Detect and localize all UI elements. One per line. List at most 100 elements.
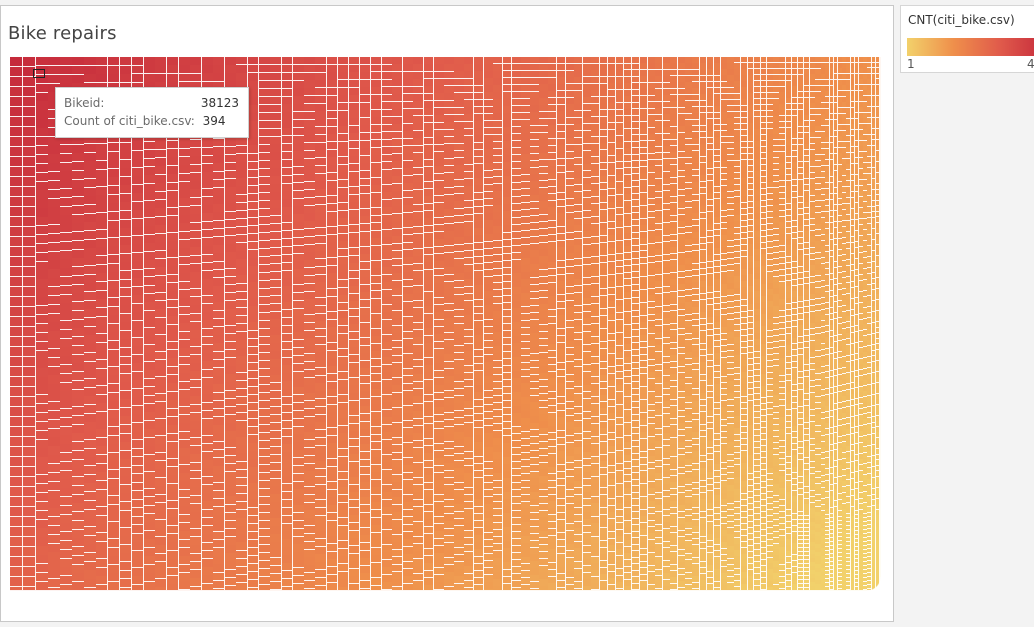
treemap-cell[interactable] [84, 170, 97, 180]
treemap-cell[interactable] [48, 225, 61, 235]
treemap-cell[interactable] [36, 501, 49, 512]
treemap-cell[interactable] [48, 393, 61, 403]
treemap-cell[interactable] [72, 284, 85, 294]
treemap-cell[interactable] [48, 242, 61, 253]
treemap-cell[interactable] [23, 337, 37, 348]
treemap-cell[interactable] [23, 487, 37, 498]
treemap-cell[interactable] [23, 457, 37, 468]
treemap-cell[interactable] [10, 557, 24, 568]
treemap-cell[interactable] [23, 327, 37, 338]
treemap-cell[interactable] [60, 435, 73, 445]
treemap-cell[interactable] [72, 555, 85, 565]
treemap-cell[interactable] [72, 415, 85, 425]
treemap-cell[interactable] [48, 348, 61, 359]
treemap-cell[interactable] [23, 427, 37, 438]
treemap-cell[interactable] [23, 217, 37, 228]
treemap-cell[interactable] [60, 391, 73, 401]
treemap-cell[interactable] [84, 265, 97, 275]
treemap-cell[interactable] [60, 576, 73, 586]
treemap-cell[interactable] [72, 144, 85, 154]
treemap-cell[interactable] [72, 188, 85, 198]
treemap-cell[interactable] [60, 259, 73, 269]
treemap-cell[interactable] [72, 512, 85, 522]
treemap-cell[interactable] [201, 583, 214, 591]
treemap-cell[interactable] [72, 433, 85, 443]
treemap-cell[interactable] [36, 377, 49, 387]
treemap-cell[interactable] [72, 345, 85, 355]
treemap-chart[interactable] [10, 57, 881, 591]
treemap-cell[interactable] [23, 417, 37, 428]
treemap-cell[interactable] [348, 584, 361, 591]
treemap-cell[interactable] [423, 585, 435, 591]
treemap-cell[interactable] [60, 197, 73, 207]
treemap-cell[interactable] [36, 181, 49, 191]
treemap-cell[interactable] [48, 287, 61, 297]
treemap-cell[interactable] [72, 538, 85, 548]
treemap-cell[interactable] [23, 587, 37, 591]
treemap-cell[interactable] [10, 77, 24, 88]
treemap-cell[interactable] [48, 269, 61, 279]
treemap-cell[interactable] [72, 258, 85, 268]
treemap-cell[interactable] [48, 136, 61, 146]
treemap-cell[interactable] [23, 557, 37, 568]
treemap-cell[interactable] [36, 421, 49, 432]
treemap-cell[interactable] [72, 582, 85, 591]
treemap-cell[interactable] [10, 427, 24, 438]
treemap-cell[interactable] [60, 373, 73, 383]
treemap-cell[interactable] [36, 341, 49, 351]
treemap-cell[interactable] [10, 497, 24, 508]
treemap-cell[interactable] [36, 101, 49, 111]
treemap-cell[interactable] [36, 119, 49, 129]
treemap-cell[interactable] [10, 567, 24, 578]
treemap-cell[interactable] [60, 347, 73, 357]
treemap-cell[interactable] [60, 496, 73, 507]
treemap-cell[interactable] [72, 249, 85, 259]
treemap-cell[interactable] [10, 487, 24, 498]
treemap-cell[interactable] [36, 439, 49, 449]
treemap-cell[interactable] [72, 424, 85, 434]
treemap-cell[interactable] [60, 558, 73, 568]
treemap-cell[interactable] [60, 303, 73, 313]
treemap-cell[interactable] [23, 117, 37, 128]
treemap-cell[interactable] [10, 407, 24, 418]
treemap-cell[interactable] [72, 468, 85, 478]
treemap-cell[interactable] [72, 494, 85, 504]
treemap-cell[interactable] [96, 584, 109, 591]
treemap-cell[interactable] [60, 65, 73, 75]
treemap-cell[interactable] [48, 145, 61, 155]
treemap-cell[interactable] [23, 147, 37, 158]
treemap-cell[interactable] [60, 215, 73, 225]
treemap-cell[interactable] [72, 520, 85, 530]
treemap-cell[interactable] [143, 590, 156, 591]
treemap-cell[interactable] [60, 320, 73, 331]
treemap-cell[interactable] [60, 523, 73, 533]
treemap-cell[interactable] [36, 199, 49, 209]
treemap-cell[interactable] [72, 547, 85, 557]
treemap-cell[interactable] [293, 583, 305, 591]
treemap-cell[interactable] [36, 92, 49, 102]
treemap-cell[interactable] [72, 319, 85, 329]
treemap-cell[interactable] [36, 457, 49, 467]
treemap-cell[interactable] [60, 488, 73, 498]
treemap-cell[interactable] [72, 442, 85, 452]
treemap-cell[interactable] [48, 561, 61, 571]
treemap-cell[interactable] [10, 147, 24, 158]
treemap-cell[interactable] [108, 581, 121, 591]
treemap-cell[interactable] [60, 514, 73, 524]
treemap-cell[interactable] [60, 136, 73, 146]
treemap-cell[interactable] [10, 137, 24, 148]
treemap-cell[interactable] [84, 587, 97, 591]
treemap-cell[interactable] [10, 357, 24, 368]
treemap-cell[interactable] [60, 338, 73, 348]
treemap-cell[interactable] [60, 400, 73, 410]
treemap-cell[interactable] [48, 455, 61, 465]
treemap-cell[interactable] [10, 577, 24, 588]
treemap-cell[interactable] [72, 153, 85, 163]
treemap-cell[interactable] [444, 586, 455, 591]
treemap-cell[interactable] [23, 107, 37, 118]
treemap-cell[interactable] [48, 207, 61, 217]
treemap-cell[interactable] [23, 477, 37, 488]
treemap-cell[interactable] [72, 485, 85, 495]
treemap-cell[interactable] [60, 276, 73, 287]
treemap-cell[interactable] [48, 472, 61, 483]
